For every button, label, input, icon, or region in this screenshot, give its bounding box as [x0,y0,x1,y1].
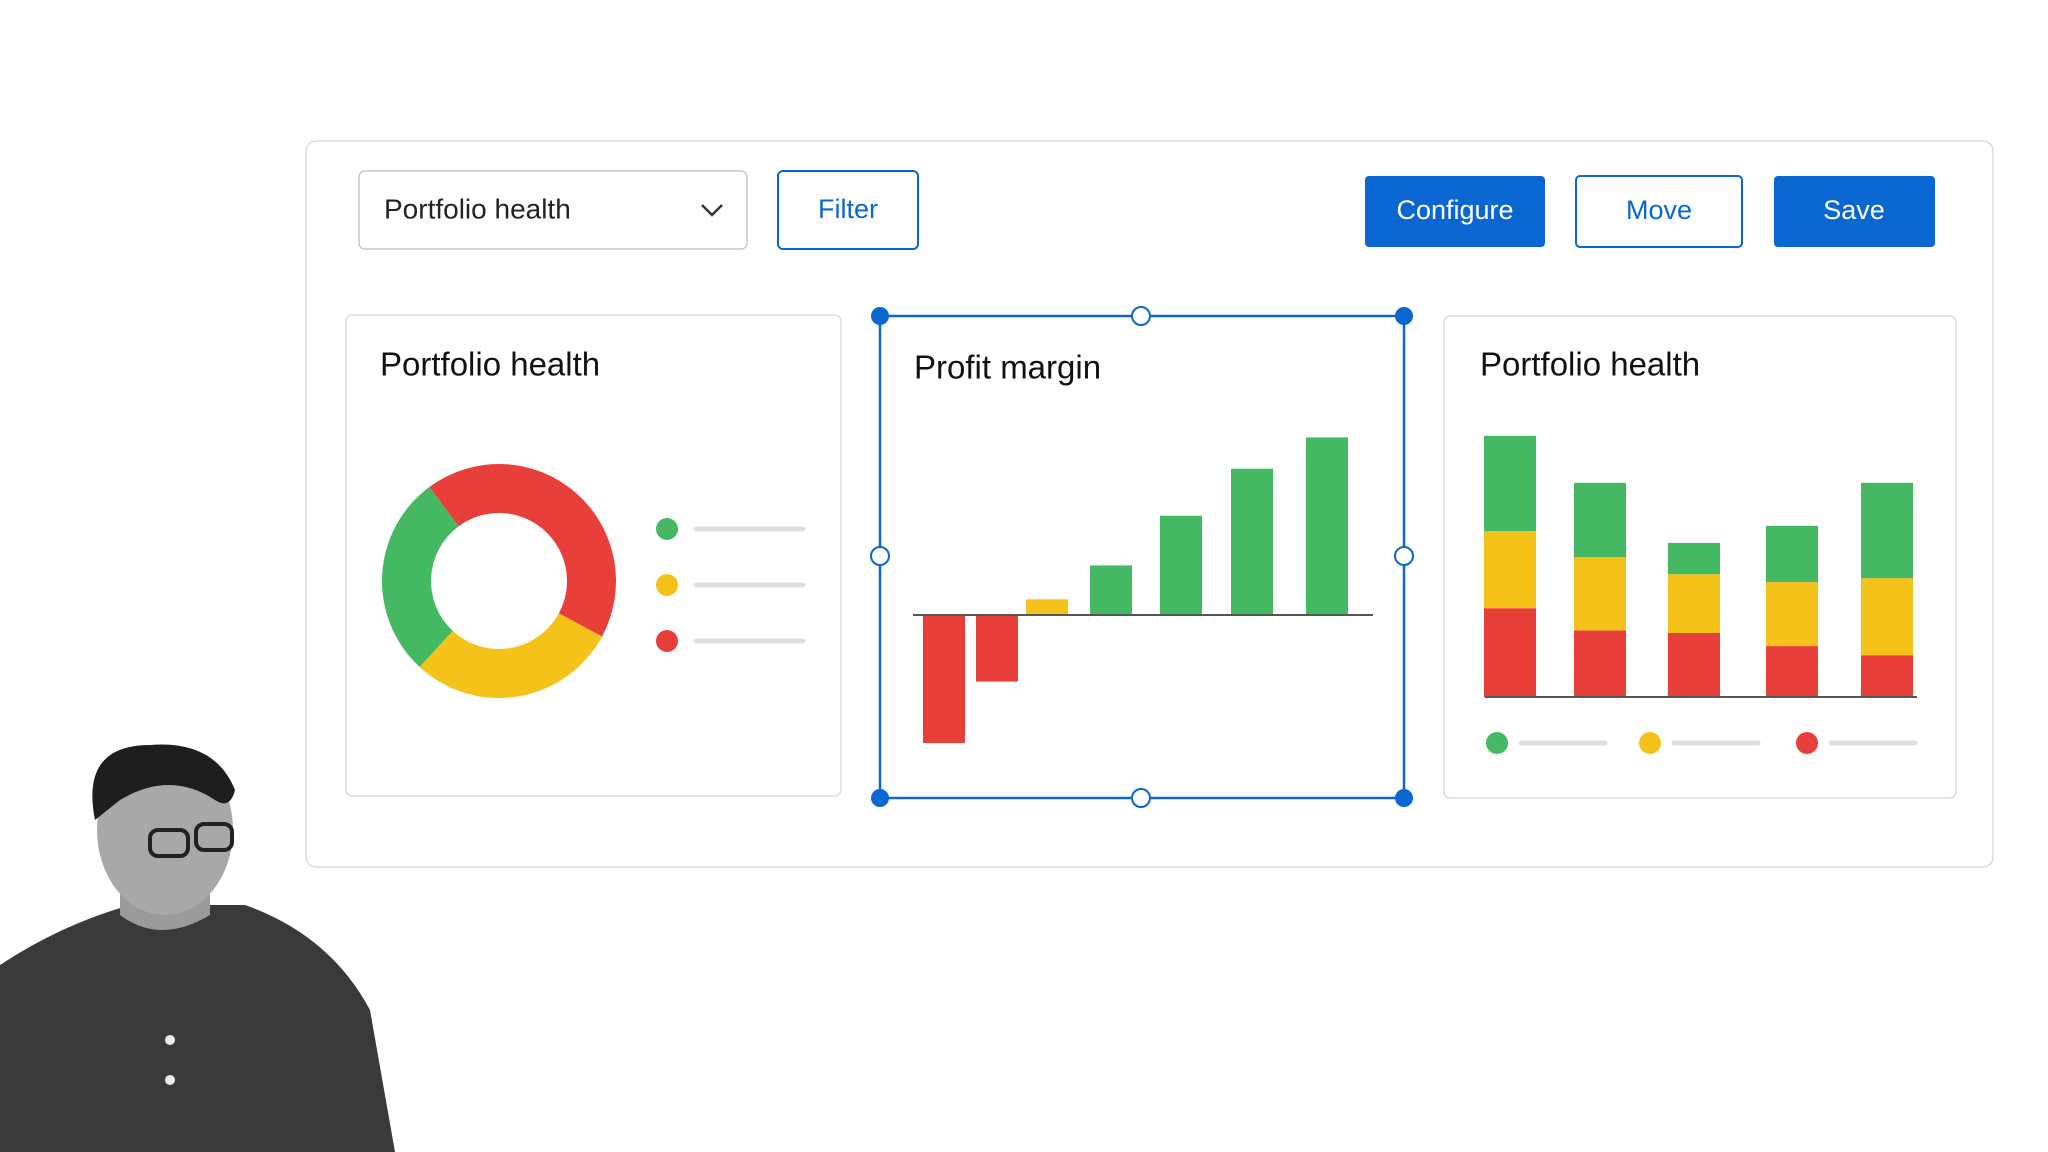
save-button[interactable] [1774,176,1935,247]
bar [1026,599,1068,615]
bar-segment [1861,578,1913,656]
handle[interactable] [1131,788,1151,808]
card-title: Profit margin [914,349,1101,386]
bar [1090,565,1132,615]
donut-slice [382,486,459,667]
bar-segment [1668,542,1720,575]
donut-slice [429,464,617,637]
dropdown-box[interactable] [358,170,748,250]
configure-label[interactable]: Configure [1396,195,1513,225]
bar-segment [1861,482,1913,579]
hair [92,744,236,820]
move-label[interactable]: Move [1626,195,1692,225]
card-title: Portfolio health [1480,346,1700,383]
button [165,1035,175,1045]
bar [923,615,965,743]
bar [976,615,1018,682]
save-label[interactable]: Save [1823,195,1885,225]
bar-segment [1861,655,1913,697]
handle[interactable] [871,307,889,325]
configure-button[interactable] [1365,176,1545,247]
bar [1160,515,1202,615]
dropdown-label[interactable]: Portfolio health [384,193,571,224]
bar-segment [1766,525,1818,583]
person-photo [0,744,395,1152]
resize-handles[interactable] [870,306,1414,808]
bar-segment [1574,482,1626,558]
bar [1231,468,1273,615]
bar-segment [1574,630,1626,697]
handle[interactable] [1395,307,1413,325]
handle[interactable] [1395,789,1413,807]
bar-segment [1484,608,1536,697]
bar-segment [1484,435,1536,532]
legend-dot [656,630,678,652]
glasses [148,828,190,858]
donut-slice [419,613,603,698]
bar-segment [1484,531,1536,609]
legend-dot [1796,732,1818,754]
legend-dot [1639,732,1661,754]
handle[interactable] [1131,306,1151,326]
button [165,1075,175,1085]
card-title: Portfolio health [380,346,600,383]
bar-segment [1668,574,1720,634]
move-button[interactable] [1575,175,1743,248]
legend-dot [656,518,678,540]
handle[interactable] [1394,546,1414,566]
legend-dot [656,574,678,596]
bar-segment [1766,646,1818,697]
bar-segment [1574,557,1626,631]
legend-dot [1486,732,1508,754]
bar-segment [1668,633,1720,697]
dropdown[interactable]: Portfolio health [358,170,748,250]
glasses [194,822,234,852]
chevron[interactable] [701,204,723,217]
bar-segment [1766,582,1818,647]
handle[interactable] [871,789,889,807]
bar [1306,437,1348,615]
shirt [0,905,395,1152]
filter-label[interactable]: Filter [818,194,878,224]
filter-button[interactable] [777,170,919,250]
handle[interactable] [870,546,890,566]
